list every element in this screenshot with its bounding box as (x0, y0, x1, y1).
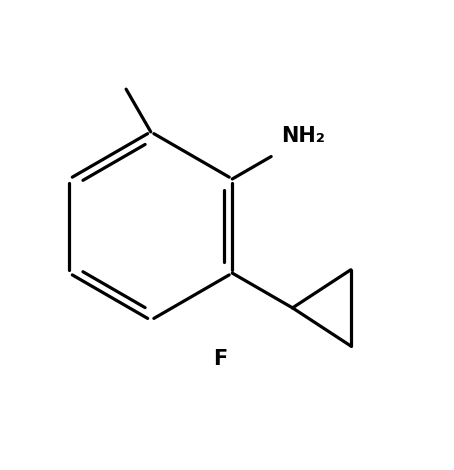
Text: NH₂: NH₂ (281, 126, 325, 146)
Text: F: F (213, 349, 227, 369)
